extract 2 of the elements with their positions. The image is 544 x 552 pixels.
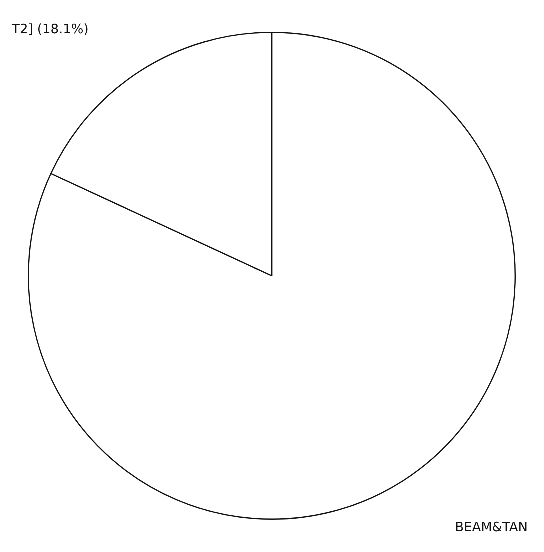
slice-label: BEAM&TAN (455, 520, 528, 536)
slice-label: T2] (18.1%) (11, 22, 89, 38)
